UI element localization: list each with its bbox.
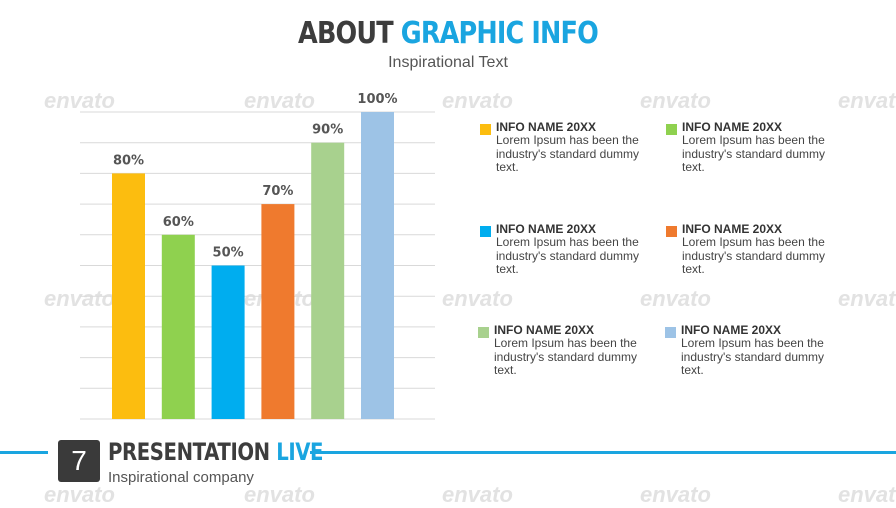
data-label: 60% (163, 215, 194, 230)
legend-swatch (666, 124, 677, 135)
legend-desc: Lorem Ipsum has been the industry's stan… (496, 235, 640, 276)
page-subtitle: Inspirational Text (388, 54, 508, 71)
legend-desc: Lorem Ipsum has been the industry's stan… (496, 133, 640, 174)
legend-desc: Lorem Ipsum has been the industry's stan… (494, 336, 638, 377)
watermark: envato (838, 286, 896, 311)
legend-swatch (666, 226, 677, 237)
data-label: 80% (113, 153, 144, 168)
bar (361, 112, 394, 419)
watermark: envato (44, 88, 115, 113)
data-label: 70% (262, 184, 293, 199)
footer-title-part-2: LIVE (276, 438, 324, 466)
bar (261, 204, 295, 419)
watermark: envato (640, 88, 711, 113)
watermark: envato (44, 482, 115, 507)
watermark: envato (640, 482, 711, 507)
data-label: 100% (357, 92, 397, 107)
legend-desc: Lorem Ipsum has been the industry's stan… (681, 336, 825, 377)
legend-name: INFO NAME 20XX (494, 323, 595, 337)
watermark: envato (442, 286, 513, 311)
footer-divider (0, 451, 48, 454)
footer-title: PRESENTATION LIVE (108, 438, 324, 466)
legend-name: INFO NAME 20XX (681, 323, 782, 337)
watermark: envato (244, 482, 315, 507)
data-label: 90% (312, 123, 343, 138)
title-part-1: ABOUT (298, 16, 394, 51)
watermark: envato (838, 482, 896, 507)
bar (311, 142, 345, 419)
legend-name: INFO NAME 20XX (496, 222, 597, 236)
legend-desc: Lorem Ipsum has been the industry's stan… (682, 235, 826, 276)
legend-swatch (480, 124, 491, 135)
watermark: envato (442, 482, 513, 507)
legend-swatch (480, 226, 491, 237)
bar (112, 173, 145, 419)
footer-subtitle: Inspirational company (108, 469, 254, 486)
watermark: envato (244, 88, 315, 113)
page-number: 7 (58, 440, 100, 482)
legend-name: INFO NAME 20XX (682, 222, 783, 236)
title-part-2: GRAPHIC INFO (400, 16, 599, 51)
page-title: ABOUT GRAPHIC INFO (67, 16, 829, 51)
legend-desc: Lorem Ipsum has been the industry's stan… (682, 133, 826, 174)
watermark: envato (442, 88, 513, 113)
bar (211, 265, 245, 419)
footer-title-part-1: PRESENTATION (108, 438, 270, 466)
watermark: envato (640, 286, 711, 311)
watermark: envato (44, 286, 115, 311)
legend-name: INFO NAME 20XX (682, 120, 783, 134)
watermark: envato (838, 88, 896, 113)
bar (161, 234, 195, 419)
legend-swatch (478, 327, 489, 338)
data-label: 50% (213, 246, 244, 261)
footer-divider (310, 451, 896, 454)
legend-name: INFO NAME 20XX (496, 120, 597, 134)
legend-swatch (665, 327, 676, 338)
